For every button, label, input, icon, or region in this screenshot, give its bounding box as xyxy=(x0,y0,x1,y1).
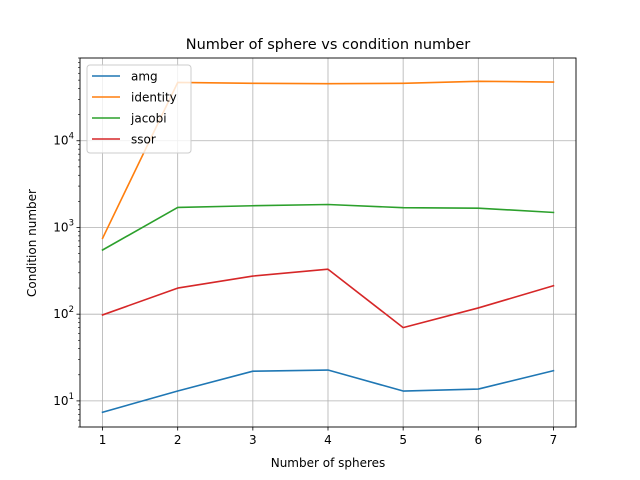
x-tick-label: 6 xyxy=(474,433,482,447)
legend-label-ssor: ssor xyxy=(131,133,156,147)
x-tick-label: 1 xyxy=(99,433,107,447)
x-tick-label: 2 xyxy=(174,433,182,447)
y-tick-label: 104 xyxy=(53,132,74,148)
x-tick-label: 3 xyxy=(249,433,257,447)
legend-label-identity: identity xyxy=(131,91,177,105)
legend-label-amg: amg xyxy=(131,70,158,84)
legend-box xyxy=(86,64,192,154)
x-axis-label: Number of spheres xyxy=(271,456,386,470)
legend: amg identity jacobi ssor xyxy=(86,64,192,154)
series-lines xyxy=(101,80,555,414)
axis-ticks: 1 2 3 4 5 6 7 101 102 103 104 xyxy=(53,57,558,447)
y-tick-label: 101 xyxy=(53,392,74,408)
y-tick-label: 102 xyxy=(53,305,74,321)
y-tick-label: 103 xyxy=(53,218,74,234)
chart-title: Number of sphere vs condition number xyxy=(186,37,471,53)
grid xyxy=(80,58,576,427)
series-line-ssor xyxy=(101,268,555,329)
x-tick-label: 5 xyxy=(399,433,407,447)
y-axis-label: Condition number xyxy=(25,189,39,297)
x-tick-label: 7 xyxy=(550,433,558,447)
x-tick-label: 4 xyxy=(324,433,332,447)
legend-label-jacobi: jacobi xyxy=(130,112,167,126)
series-line-jacobi xyxy=(101,203,555,252)
series-line-amg xyxy=(101,369,555,414)
